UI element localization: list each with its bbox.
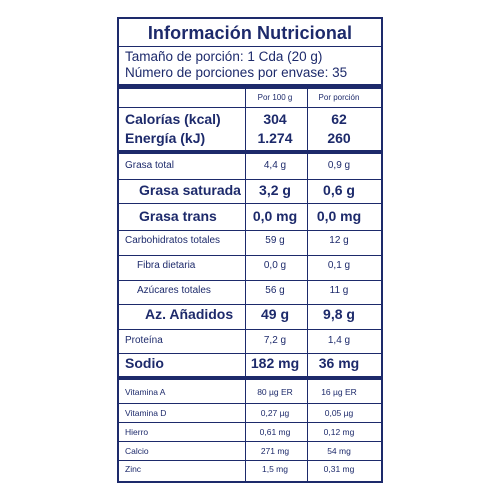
header-per-100g: Por 100 g xyxy=(257,93,293,102)
energy-perserving: 260 xyxy=(327,130,351,146)
azucares-anadidos-perserving: 9,8 g xyxy=(323,306,355,322)
grasa-saturada-perserving: 0,6 g xyxy=(323,182,355,198)
row-divider xyxy=(119,441,381,442)
grasa-trans-perserving: 0,0 mg xyxy=(316,208,362,224)
grasa-trans-per100: 0,0 mg xyxy=(252,208,298,224)
row-divider xyxy=(119,230,381,231)
row-divider xyxy=(119,179,381,180)
row-divider xyxy=(119,255,381,256)
proteina-per100: 7,2 g xyxy=(263,335,287,346)
thick-divider-1 xyxy=(119,84,381,89)
column-divider-2 xyxy=(307,89,308,481)
calcio-perserving: 54 mg xyxy=(327,446,351,456)
grasa-total-label: Grasa total xyxy=(125,160,174,171)
sodio-per100: 182 mg xyxy=(250,355,300,371)
carbohidratos-perserving: 12 g xyxy=(329,235,349,246)
vitamina-d-label: Vitamina D xyxy=(125,408,167,418)
hierro-label: Hierro xyxy=(125,427,149,437)
hierro-per100: 0,61 mg xyxy=(259,427,291,437)
sodio-label: Sodio xyxy=(125,355,164,371)
hierro-perserving: 0,12 mg xyxy=(323,427,355,437)
header-per-serving: Por porción xyxy=(318,93,360,102)
sodio-perserving: 36 mg xyxy=(318,355,360,371)
row-divider xyxy=(119,280,381,281)
energy-label: Energía (kJ) xyxy=(125,130,206,146)
calcio-label: Calcio xyxy=(125,446,149,456)
vitamina-a-label: Vitamina A xyxy=(125,387,166,397)
grasa-saturada-label: Grasa saturada xyxy=(139,182,241,198)
carbohidratos-per100: 59 g xyxy=(265,235,285,246)
calories-per100: 304 xyxy=(263,111,287,127)
zinc-per100: 1,5 mg xyxy=(262,464,288,474)
row-divider xyxy=(119,460,381,461)
label-title: Información Nutricional xyxy=(147,23,353,43)
fibra-label: Fibra dietaria xyxy=(137,260,196,271)
vitamina-a-perserving: 16 µg ER xyxy=(321,387,357,397)
azucares-label: Azúcares totales xyxy=(137,285,211,296)
row-divider xyxy=(119,329,381,330)
title-divider xyxy=(119,46,381,47)
proteina-perserving: 1,4 g xyxy=(327,335,351,346)
azucares-anadidos-per100: 49 g xyxy=(260,306,289,322)
zinc-label: Zinc xyxy=(125,464,142,474)
grasa-total-per100: 4,4 g xyxy=(263,160,287,171)
thick-divider-3 xyxy=(119,376,381,380)
calories-perserving: 62 xyxy=(331,111,347,127)
servings-per-container: Número de porciones por envase: 35 xyxy=(125,65,348,80)
thick-divider-2 xyxy=(119,150,381,154)
row-divider xyxy=(119,203,381,204)
row-divider xyxy=(119,422,381,423)
row-divider xyxy=(119,107,381,108)
zinc-perserving: 0,31 mg xyxy=(323,464,355,474)
carbohidratos-label: Carbohidratos totales xyxy=(125,235,221,246)
energy-per100: 1.274 xyxy=(257,130,293,146)
column-divider-1 xyxy=(245,89,246,481)
grasa-total-perserving: 0,9 g xyxy=(327,160,351,171)
azucares-perserving: 11 g xyxy=(329,285,349,296)
fibra-per100: 0,0 g xyxy=(263,260,287,271)
calories-label: Calorías (kcal) xyxy=(125,111,221,127)
proteina-label: Proteína xyxy=(125,335,163,346)
fibra-perserving: 0,1 g xyxy=(327,260,351,271)
vitamina-d-per100: 0,27 µg xyxy=(260,408,290,418)
azucares-per100: 56 g xyxy=(265,285,285,296)
row-divider xyxy=(119,353,381,354)
azucares-anadidos-label: Az. Añadidos xyxy=(145,306,234,322)
row-divider xyxy=(119,403,381,404)
vitamina-a-per100: 80 µg ER xyxy=(257,387,293,397)
vitamina-d-perserving: 0,05 µg xyxy=(324,408,354,418)
grasa-trans-label: Grasa trans xyxy=(139,208,217,224)
row-divider xyxy=(119,304,381,305)
serving-size: Tamaño de porción: 1 Cda (20 g) xyxy=(125,49,323,64)
grasa-saturada-per100: 3,2 g xyxy=(259,182,291,198)
calcio-per100: 271 mg xyxy=(260,446,290,456)
nutrition-facts-label: Información Nutricional Tamaño de porció… xyxy=(117,17,383,483)
